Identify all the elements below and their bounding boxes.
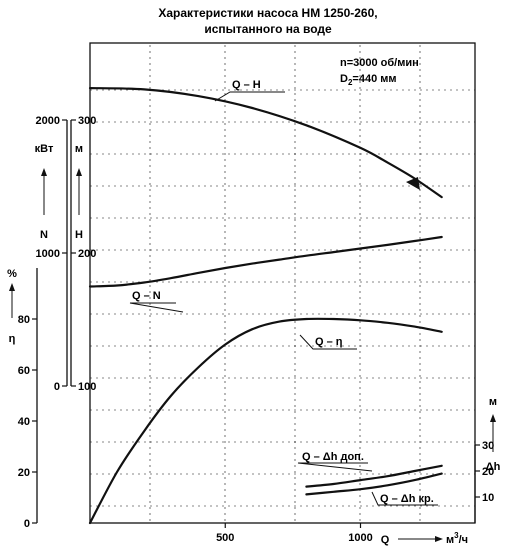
npsh-axis-ticks: 10 20 30 [475,440,494,504]
q-eta-label-leader [299,334,357,350]
q-npsh-critical-curve [305,472,443,496]
flow-unit-tail: /ч [459,534,468,546]
impeller-diameter-label: D2=440 мм [340,73,397,87]
q-eta-label: Q – η [315,336,343,348]
q-h-label-leader [214,91,285,102]
npsh-tick-label: 10 [482,492,494,504]
eta-axis-name: η [9,333,16,345]
q-h-label: Q – H [232,79,261,91]
npsh-axis-name: Δh [486,461,501,473]
power-axis-name: N [40,229,48,241]
head-tick-label: 300 [78,115,96,127]
flow-axis-name: Q [381,534,390,546]
q-n-curve [88,235,443,288]
power-axis-ticks: 0 1000 2000 [36,115,67,393]
eta-tick-label: 0 [24,518,30,530]
npsh-axis-arrowhead [490,414,496,422]
q-npsh-allowable-label: Q – Δh доп. [302,451,364,463]
head-tick-label: 200 [78,248,96,260]
q-n-label-leader [129,302,184,313]
power-tick-label: 1000 [36,248,60,260]
speed-label: n=3000 об/мин [340,57,419,69]
operating-point-marker [406,177,420,190]
q-n-label: Q – N [132,290,161,302]
eta-tick-label: 80 [18,314,30,326]
q-eta-curve [88,317,443,525]
power-tick-label: 0 [54,381,60,393]
power-axis-unit: кВт [35,143,54,155]
head-axis-name: H [75,229,83,241]
plot-frame [89,42,476,524]
pump-parameters: n=3000 об/мин D2=440 мм [340,57,419,87]
q-npsh-critical-label-leader [371,491,438,506]
flow-axis-unit: м3/ч [446,531,468,546]
impeller-prefix: D [340,73,348,85]
flow-axis-arrowhead [435,536,443,542]
eta-tick-label: 60 [18,365,30,377]
q-npsh-allowable-curve [305,464,443,488]
q-h-curve [88,87,443,199]
curves [88,87,443,525]
grid [90,45,475,521]
impeller-suffix: =440 мм [352,73,396,85]
chart-title-line-1: Характеристики насоса НМ 1250-260, [158,6,377,20]
impeller-subscript: 2 [348,78,353,87]
q-npsh-allowable-label-leader [297,462,373,472]
flow-unit-sup: 3 [454,531,459,540]
eta-tick-label: 40 [18,416,30,428]
head-axis-arrowhead [76,168,82,176]
flow-axis-ticks: 500 1000 [216,523,373,544]
npsh-axis-unit: м [489,396,497,408]
head-axis-unit: м [75,143,83,155]
power-tick-label: 2000 [36,115,60,127]
flow-unit-base: м [446,534,454,546]
flow-tick-label: 1000 [348,532,372,544]
power-axis-arrowhead [41,168,47,176]
q-npsh-critical-label: Q – Δh кр. [380,493,434,505]
head-tick-label: 100 [78,381,96,393]
eta-axis-ticks: 0 20 40 60 80 [18,314,37,530]
npsh-tick-label: 30 [482,440,494,452]
eta-axis-arrowhead [9,283,15,291]
head-axis-ticks: 100 200 300 [71,115,96,393]
flow-tick-label: 500 [216,532,234,544]
curve-labels: Q – H Q – N Q – η Q – Δh доп. Q – Δh кр. [129,79,438,506]
eta-tick-label: 20 [18,467,30,479]
npsh-tick-label: 20 [482,466,494,478]
eta-axis-unit: % [7,268,17,280]
chart-titles: Характеристики насоса НМ 1250-260, испыт… [158,6,377,36]
chart-title-line-2: испытанного на воде [204,22,332,36]
